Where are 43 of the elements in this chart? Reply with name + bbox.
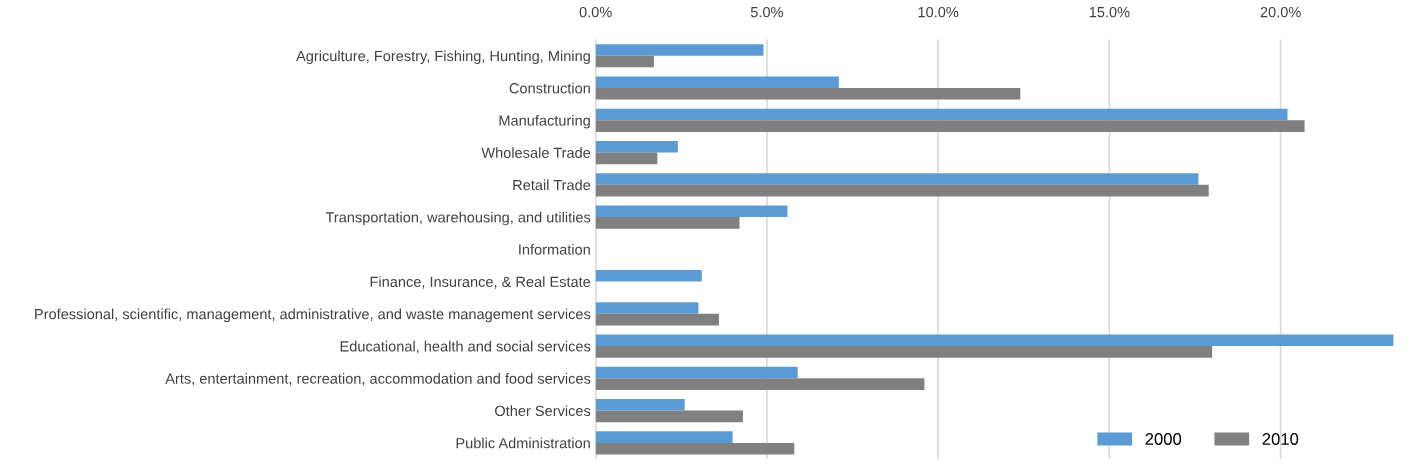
bar	[595, 378, 925, 390]
y-tick-label: Retail Trade	[513, 179, 591, 191]
y-tick-label: Finance, Insurance, & Real Estate	[370, 276, 591, 289]
x-tick-label: 0.0%	[579, 6, 612, 18]
y-tick-label: Professional, scientific, management, administrative, and waste management services	[35, 308, 591, 323]
bar	[595, 88, 1021, 100]
bar	[595, 108, 1288, 121]
x-tick-label: 15.0%	[1089, 6, 1130, 18]
bar	[595, 55, 654, 68]
bar	[595, 302, 699, 314]
bar	[595, 334, 1394, 347]
bar	[595, 140, 678, 153]
bar	[595, 313, 719, 326]
y-tick-label: Transportation, warehousing, and utilities	[325, 211, 591, 226]
y-tick-label: Arts, entertainment, recreation, accommodation and food services	[165, 373, 591, 386]
bar	[595, 44, 764, 56]
bar	[595, 366, 798, 379]
y-tick-label: Educational, health and social services	[340, 340, 591, 354]
bar	[595, 399, 685, 411]
x-tick-label: 5.0%	[750, 6, 783, 18]
bar	[595, 76, 839, 88]
y-tick-label: Manufacturing	[499, 114, 590, 129]
bar	[595, 431, 733, 443]
bar	[595, 184, 1209, 197]
bar	[595, 346, 1213, 358]
y-tick-label: Information	[519, 244, 590, 255]
bar	[595, 120, 1305, 132]
bar	[595, 217, 740, 229]
y-tick-label: Public Administration	[456, 437, 590, 449]
bar	[595, 410, 743, 423]
bar	[595, 442, 795, 455]
bar	[595, 269, 702, 282]
y-tick-label: Construction	[509, 82, 590, 94]
y-tick-label: Agriculture, Forestry, Fishing, Hunting, Mining	[296, 50, 590, 65]
legend-label: 2010	[1262, 433, 1299, 445]
y-tick-label: Other Services	[495, 405, 591, 417]
bar	[595, 173, 1199, 185]
bar	[595, 152, 658, 165]
y-tick-label: Wholesale Trade	[481, 147, 591, 158]
legend-label: 2000	[1145, 433, 1182, 445]
bar	[595, 205, 788, 218]
x-tick-label: 20.0%	[1260, 6, 1301, 18]
x-tick-label: 10.0%	[918, 6, 959, 18]
